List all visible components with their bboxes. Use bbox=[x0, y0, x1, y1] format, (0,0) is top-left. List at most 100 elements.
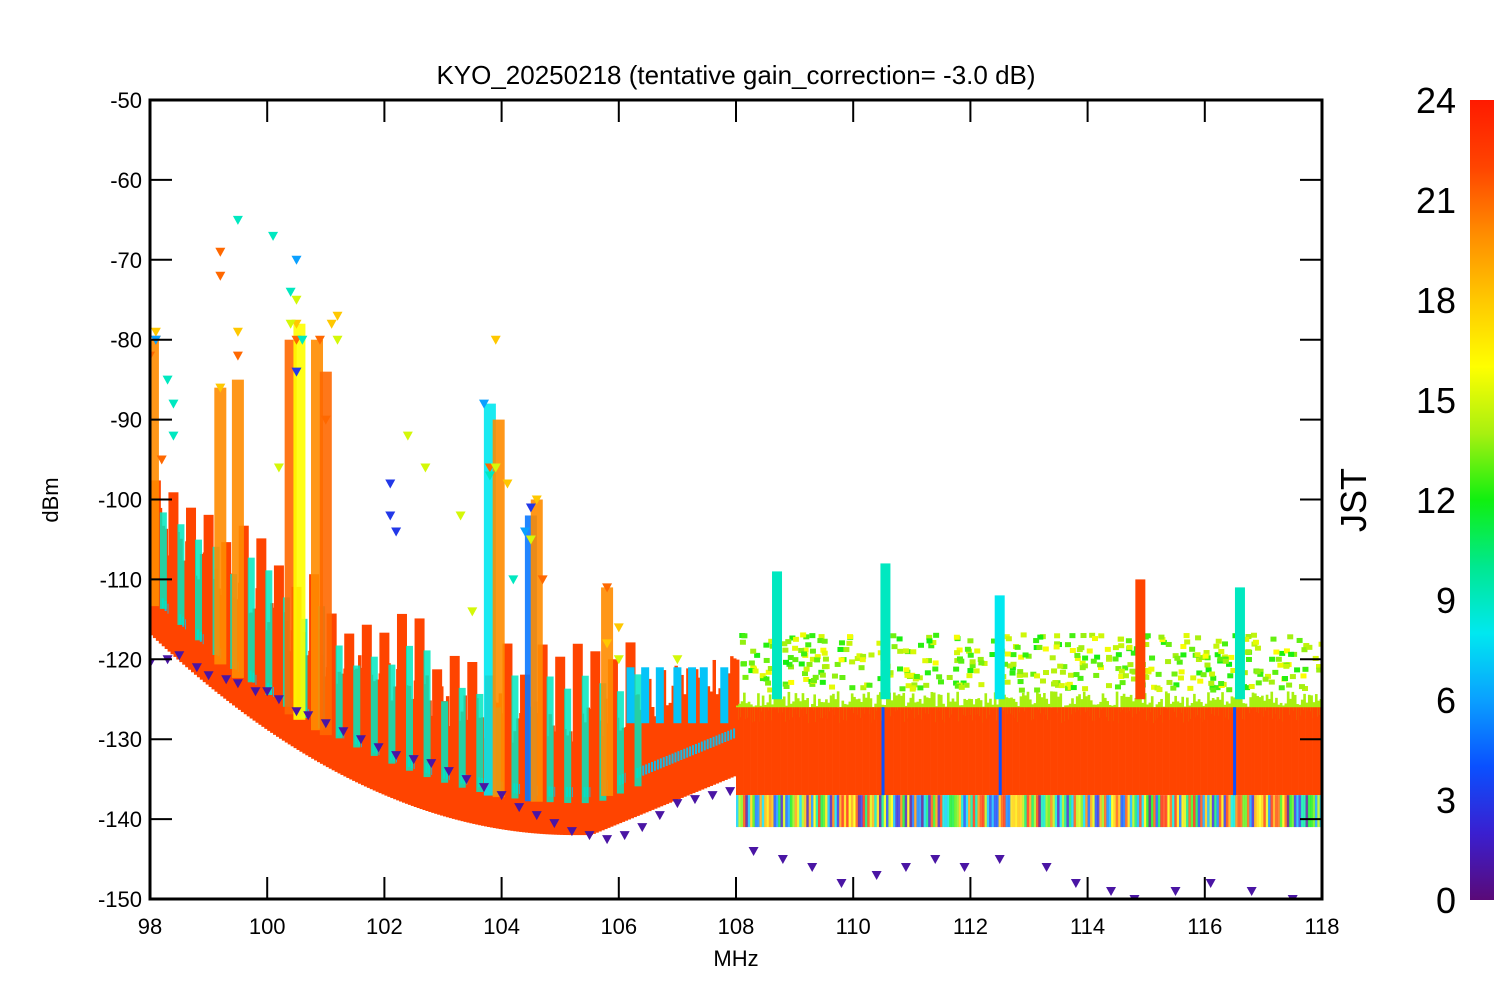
data-point bbox=[490, 335, 501, 345]
noise-band bbox=[1275, 697, 1278, 714]
station-column bbox=[159, 512, 167, 609]
noise-band bbox=[1089, 795, 1093, 828]
speckle bbox=[814, 654, 821, 660]
noise-band bbox=[1113, 707, 1117, 796]
speckle bbox=[1250, 632, 1257, 638]
speckle bbox=[1195, 635, 1202, 641]
noise-band bbox=[1289, 698, 1292, 715]
noise-band bbox=[1026, 707, 1030, 796]
noise-band bbox=[1000, 707, 1004, 796]
noise-band bbox=[970, 795, 974, 828]
noise-band bbox=[846, 707, 849, 796]
data-point bbox=[836, 879, 847, 889]
noise-band bbox=[883, 707, 887, 796]
noise-band bbox=[834, 699, 838, 716]
noise-band bbox=[1007, 698, 1011, 715]
speckle bbox=[1244, 685, 1251, 691]
data-point bbox=[531, 495, 542, 505]
noise-band bbox=[1087, 795, 1091, 828]
noise-band bbox=[939, 707, 943, 796]
noise-band bbox=[970, 698, 974, 715]
noise-band bbox=[839, 795, 842, 828]
data-point bbox=[1129, 895, 1140, 898]
noise-band bbox=[1003, 795, 1006, 828]
noise-band bbox=[680, 674, 684, 798]
noise-band bbox=[1148, 795, 1152, 828]
noise-band bbox=[1150, 696, 1154, 713]
speckle bbox=[1255, 680, 1262, 686]
noise-band bbox=[855, 699, 859, 716]
noise-band bbox=[1268, 698, 1271, 715]
station-spike bbox=[293, 323, 306, 720]
noise-band bbox=[1087, 694, 1091, 711]
speckle bbox=[1178, 669, 1185, 675]
noise-band bbox=[1305, 795, 1309, 828]
speckle bbox=[782, 647, 789, 653]
noise-band bbox=[813, 795, 816, 828]
noise-band bbox=[1286, 795, 1290, 828]
noise-band bbox=[1115, 707, 1119, 796]
speckle bbox=[1205, 667, 1212, 673]
noise-band bbox=[1071, 707, 1074, 796]
noise-band bbox=[1038, 707, 1042, 796]
speckle bbox=[1298, 684, 1305, 690]
speckle bbox=[904, 672, 911, 678]
speckle bbox=[978, 660, 985, 666]
noise-band bbox=[1155, 795, 1159, 828]
speckle bbox=[739, 639, 746, 645]
noise-band bbox=[998, 795, 1002, 828]
speckle bbox=[958, 658, 965, 664]
noise-band bbox=[834, 707, 838, 796]
station-column bbox=[186, 507, 197, 641]
noise-band bbox=[1143, 693, 1147, 710]
speckle bbox=[1294, 667, 1301, 673]
noise-band bbox=[1139, 695, 1142, 712]
noise-band bbox=[902, 707, 906, 796]
speckle bbox=[1074, 655, 1081, 661]
data-point bbox=[408, 755, 419, 765]
noise-band bbox=[1265, 694, 1269, 711]
noise-band bbox=[754, 707, 758, 796]
noise-band bbox=[827, 707, 831, 796]
data-point bbox=[291, 367, 302, 377]
noise-band bbox=[1122, 707, 1126, 796]
noise-band bbox=[982, 795, 985, 828]
noise-band bbox=[778, 795, 781, 828]
noise-band bbox=[1085, 707, 1088, 796]
data-point bbox=[725, 787, 736, 797]
noise-band bbox=[921, 795, 924, 828]
station-spike bbox=[231, 379, 244, 678]
data-point bbox=[332, 311, 343, 321]
noise-band bbox=[1251, 795, 1255, 828]
data-point bbox=[707, 791, 718, 801]
noise-band bbox=[662, 670, 667, 806]
x-tick-label: 114 bbox=[1070, 914, 1105, 939]
speckle bbox=[1302, 666, 1309, 672]
y-tick-label: -50 bbox=[110, 88, 142, 113]
speckle bbox=[1112, 656, 1119, 662]
noise-band bbox=[1075, 795, 1079, 828]
speckle bbox=[1269, 656, 1276, 662]
speckle bbox=[905, 683, 912, 689]
noise-band bbox=[1251, 692, 1255, 709]
noise-edge bbox=[692, 745, 695, 756]
data-point bbox=[1287, 895, 1298, 898]
noise-band bbox=[818, 795, 821, 828]
noise-band bbox=[1197, 707, 1201, 796]
noise-band bbox=[1300, 707, 1304, 796]
noise-band bbox=[965, 795, 969, 828]
noise-band bbox=[1235, 795, 1238, 828]
data-point bbox=[314, 335, 325, 345]
noise-band bbox=[1190, 795, 1194, 828]
noise-edge bbox=[694, 743, 697, 754]
speckle bbox=[1248, 683, 1255, 689]
data-point bbox=[514, 803, 525, 813]
noise-band bbox=[1188, 707, 1192, 796]
noise-band bbox=[825, 707, 828, 796]
speckle bbox=[1197, 678, 1204, 684]
speckle bbox=[1270, 636, 1277, 642]
noise-band bbox=[832, 693, 835, 710]
speckle bbox=[765, 680, 772, 686]
speckle bbox=[1079, 660, 1086, 666]
noise-band bbox=[925, 707, 929, 796]
